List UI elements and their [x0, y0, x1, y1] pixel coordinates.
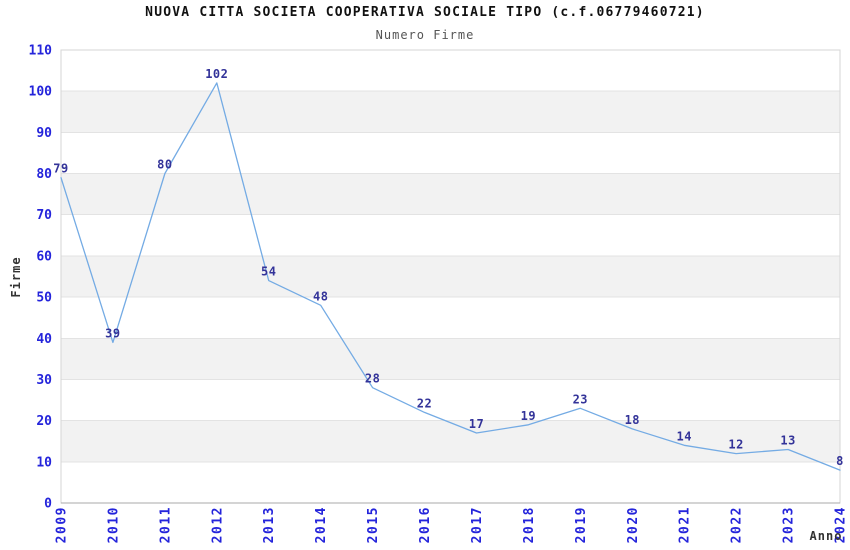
grid-band — [61, 173, 840, 215]
y-tick-label: 20 — [36, 414, 52, 429]
data-label: 79 — [53, 162, 68, 176]
y-tick-label: 70 — [36, 208, 52, 223]
data-label: 48 — [313, 289, 328, 303]
x-axis-title: Anno — [809, 529, 843, 543]
x-tick-label: 2024 — [834, 506, 849, 543]
y-tick-label: 0 — [44, 497, 52, 512]
data-label: 13 — [780, 434, 795, 448]
data-label: 102 — [205, 67, 228, 81]
y-tick-label: 110 — [29, 44, 53, 59]
x-tick-label: 2019 — [574, 506, 589, 543]
y-axis-title: Firme — [9, 256, 23, 298]
data-label: 39 — [105, 326, 120, 340]
data-label: 12 — [728, 438, 743, 452]
x-tick-label: 2011 — [158, 506, 173, 543]
grid-band — [61, 91, 840, 133]
grid-band — [61, 255, 840, 298]
x-tick-label: 2010 — [106, 506, 121, 543]
data-label: 19 — [521, 409, 536, 423]
x-tick-label: 2016 — [418, 506, 433, 543]
data-label: 8 — [836, 454, 844, 468]
data-label: 80 — [157, 158, 172, 172]
x-tick-label: 2020 — [626, 506, 641, 543]
data-label: 17 — [469, 417, 484, 431]
grid-band — [61, 420, 840, 462]
x-tick-label: 2015 — [366, 506, 381, 543]
data-label: 28 — [365, 372, 380, 386]
y-tick-label: 10 — [36, 455, 52, 470]
data-label: 18 — [625, 413, 640, 427]
grid-band — [61, 338, 840, 380]
x-tick-label: 2018 — [522, 506, 537, 543]
trend-line — [60, 82, 841, 471]
chart-subtitle: Numero Firme — [375, 28, 475, 42]
y-tick-label: 100 — [29, 85, 53, 100]
x-tick-label: 2022 — [730, 506, 745, 543]
x-tick-label: 2023 — [782, 506, 797, 543]
y-tick-label: 60 — [36, 249, 52, 264]
data-label: 54 — [261, 265, 276, 279]
x-tick-label: 2014 — [314, 506, 329, 543]
data-label: 14 — [676, 429, 691, 443]
x-tick-label: 2017 — [470, 506, 485, 543]
y-tick-label: 50 — [36, 291, 52, 306]
y-tick-label: 40 — [36, 332, 52, 347]
x-tick-label: 2012 — [210, 506, 225, 543]
x-tick-label: 2013 — [262, 506, 277, 543]
chart-title: NUOVA CITTA SOCIETA COOPERATIVA SOCIALE … — [145, 5, 705, 20]
x-tick-label: 2009 — [55, 506, 70, 543]
y-tick-label: 30 — [36, 373, 52, 388]
y-tick-label: 90 — [36, 126, 52, 141]
y-tick-label: 80 — [36, 167, 52, 182]
data-label: 22 — [417, 396, 432, 410]
x-tick-label: 2021 — [678, 506, 693, 543]
data-label: 23 — [573, 392, 588, 406]
